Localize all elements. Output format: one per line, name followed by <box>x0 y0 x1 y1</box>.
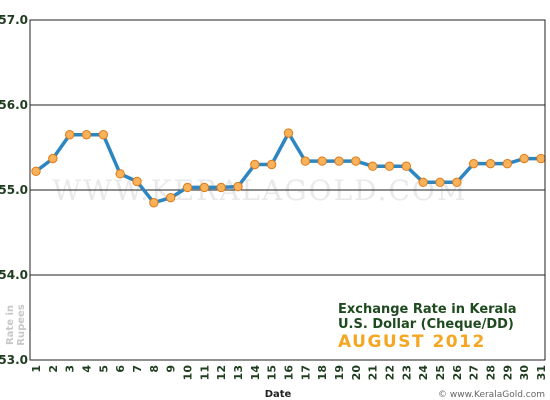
x-tick-label: 18 <box>316 365 329 380</box>
data-point <box>519 153 529 164</box>
x-tick-label: 2 <box>47 365 60 373</box>
data-point <box>452 177 462 188</box>
data-point <box>48 153 58 164</box>
x-tick-label: 7 <box>131 365 144 373</box>
y-tick-label: 53.0 <box>0 353 28 367</box>
data-point <box>401 161 412 171</box>
data-point <box>216 182 226 193</box>
x-tick-label: 16 <box>283 365 296 381</box>
data-point <box>98 130 109 140</box>
data-points <box>31 128 546 208</box>
x-tick-label: 1 <box>30 365 43 373</box>
y-tick-label: 56.0 <box>0 98 28 112</box>
plot-border <box>29 19 546 361</box>
x-tick-label: 22 <box>384 365 397 380</box>
data-point <box>149 198 159 208</box>
chart-subtitle: U.S. Dollar (Cheque/DD) <box>338 317 514 332</box>
x-tick-label: 23 <box>400 365 413 380</box>
data-point <box>334 156 344 166</box>
x-tick-label: 21 <box>367 365 380 380</box>
y-tick-label: 54.0 <box>0 268 28 282</box>
data-point <box>64 130 75 140</box>
x-tick-label: 10 <box>182 365 195 381</box>
y-axis-label-line2: Rupees <box>16 304 27 346</box>
x-tick-label: 19 <box>333 365 346 380</box>
x-tick-label: 3 <box>64 365 77 373</box>
data-point <box>81 130 92 140</box>
x-tick-label: 11 <box>198 365 211 380</box>
x-tick-label: 15 <box>266 365 279 380</box>
x-tick-label: 17 <box>299 365 312 380</box>
x-tick-label: 31 <box>535 365 548 380</box>
x-tick-label: 12 <box>215 365 228 380</box>
data-point <box>31 166 41 177</box>
chart-title: Exchange Rate in Kerala <box>338 302 517 317</box>
data-point <box>317 156 327 166</box>
data-point <box>536 153 546 164</box>
x-tick-label: 13 <box>232 365 245 380</box>
data-point <box>283 128 294 138</box>
data-point <box>132 176 142 187</box>
x-tick-label: 30 <box>518 365 531 381</box>
data-point <box>485 158 496 169</box>
x-tick-label: 4 <box>81 365 94 373</box>
chart-period: AUGUST 2012 <box>338 332 486 352</box>
y-axis-label-line1: Rate in <box>5 305 16 345</box>
x-tick-label: 29 <box>501 365 514 380</box>
y-tick-label: 55.0 <box>0 183 28 197</box>
data-point <box>300 156 311 166</box>
data-point <box>367 161 378 171</box>
data-point <box>233 181 243 192</box>
y-axis-ticks: 53.0 54.0 55.0 56.0 57.0 <box>0 13 28 367</box>
data-point <box>435 177 445 188</box>
data-point <box>468 158 479 169</box>
x-tick-label: 8 <box>148 365 161 373</box>
x-axis-ticks: 1 2 3 4 5 6 7 8 9 10 11 12 13 14 15 16 17 18 19 20 21 22 23 24 2… <box>30 365 548 381</box>
x-tick-label: 24 <box>417 365 430 381</box>
site-credit: © www.KeralaGold.com <box>438 390 545 400</box>
data-point <box>351 156 361 166</box>
x-tick-label: 27 <box>468 365 481 380</box>
data-point <box>266 159 277 170</box>
data-point <box>115 169 125 179</box>
x-axis-label: Date <box>265 389 292 400</box>
data-point <box>384 161 395 171</box>
x-tick-label: 28 <box>485 365 498 380</box>
data-point <box>182 182 193 193</box>
data-point <box>502 158 513 169</box>
data-point <box>165 192 176 203</box>
x-tick-label: 6 <box>114 365 127 373</box>
x-tick-label: 20 <box>350 365 363 381</box>
y-tick-label: 57.0 <box>0 13 28 27</box>
x-tick-label: 25 <box>434 365 447 380</box>
x-tick-label: 5 <box>97 365 110 373</box>
data-point <box>199 182 210 193</box>
x-tick-label: 14 <box>249 365 262 381</box>
data-point <box>250 159 260 170</box>
x-tick-label: 9 <box>165 365 178 373</box>
data-point <box>418 177 428 188</box>
x-tick-label: 26 <box>451 365 464 381</box>
